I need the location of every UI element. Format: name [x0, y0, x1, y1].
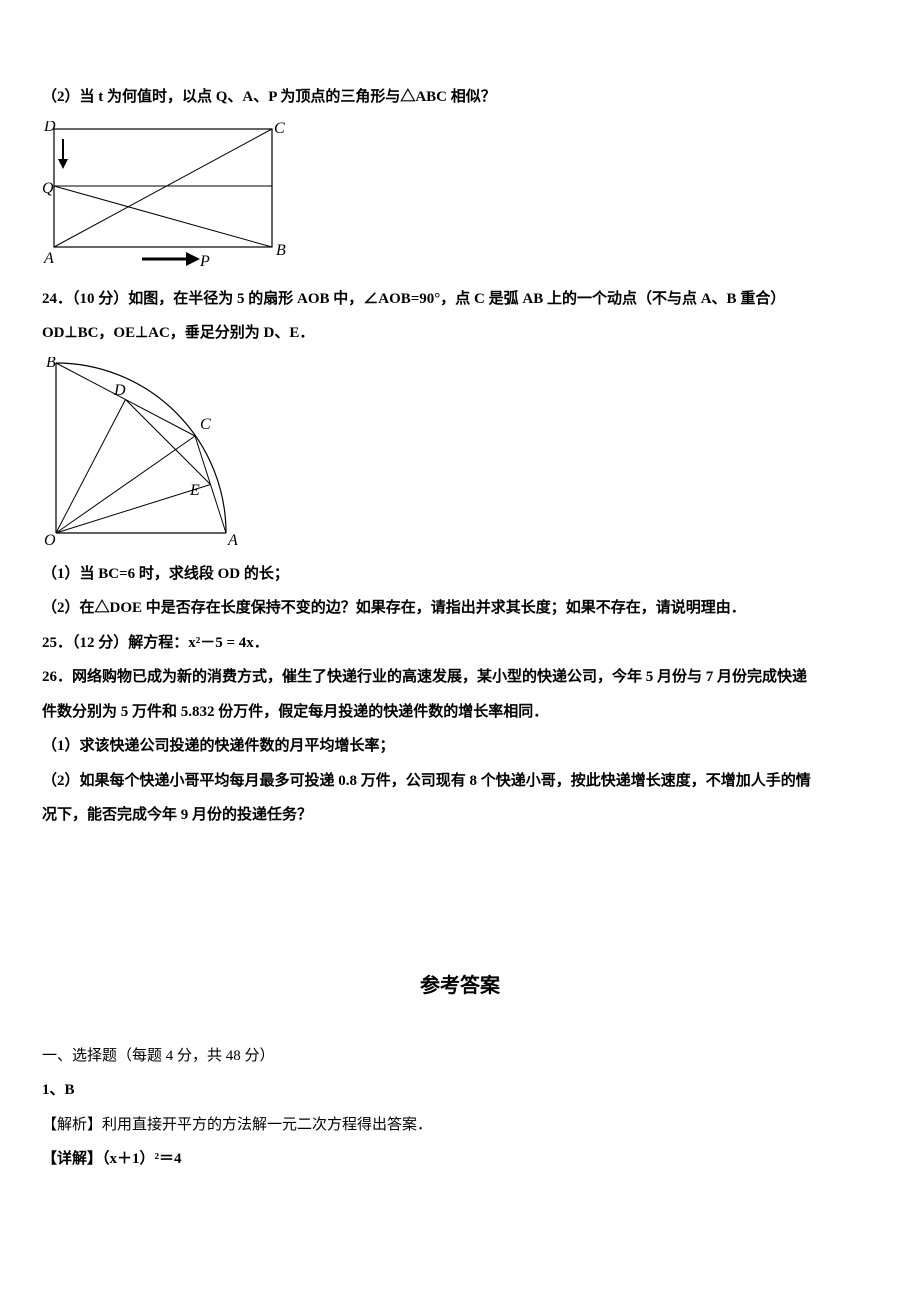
q24-part1: （1）当 BC=6 时，求线段 OD 的长； [42, 557, 878, 592]
answer-section-heading: 一、选择题（每题 4 分，共 48 分） [42, 1039, 878, 1074]
figure-q23: D C Q A B P [42, 121, 287, 272]
answer-1-number: 1、B [42, 1073, 878, 1108]
svg-text:O: O [44, 532, 56, 547]
q26-stem-a: 26．网络购物已成为新的消费方式，催生了快递行业的高速发展，某小型的快递公司，今… [42, 660, 878, 695]
figure-q24: B D C E O A [42, 357, 242, 547]
q23-part2: （2）当 t 为何值时，以点 Q、A、P 为顶点的三角形与△ABC 相似？ [42, 80, 878, 115]
svg-text:B: B [46, 357, 56, 371]
answer-1-xiangjie: 【详解】（x＋1）²＝4 [42, 1142, 878, 1177]
svg-text:D: D [113, 382, 126, 399]
q24-part2: （2）在△DOE 中是否存在长度保持不变的边？如果存在，请指出并求其长度；如果不… [42, 591, 878, 626]
q24-stem-a: 24．（10 分）如图，在半径为 5 的扇形 AOB 中，∠AOB=90°，点 … [42, 282, 878, 317]
svg-text:A: A [43, 250, 54, 267]
svg-text:P: P [199, 253, 210, 270]
svg-text:Q: Q [42, 180, 54, 197]
q26-part2-b: 况下，能否完成今年 9 月份的投递任务？ [42, 798, 878, 833]
svg-text:D: D [43, 121, 56, 135]
q26-stem-b: 件数分别为 5 万件和 5.832 份万件，假定每月投递的快递件数的增长率相同． [42, 695, 878, 730]
q24-stem-b: OD⊥BC，OE⊥AC，垂足分别为 D、E． [42, 316, 878, 351]
answer-1-jiexi: 【解析】利用直接开平方的方法解一元二次方程得出答案． [42, 1108, 878, 1143]
q26-part2-a: （2）如果每个快递小哥平均每月最多可投递 0.8 万件，公司现有 8 个快递小哥… [42, 764, 878, 799]
svg-text:E: E [189, 482, 200, 499]
svg-text:C: C [274, 121, 285, 137]
svg-text:B: B [276, 242, 286, 259]
answer-title: 参考答案 [42, 963, 878, 1009]
q26-part1: （1）求该快递公司投递的快递件数的月平均增长率； [42, 729, 878, 764]
svg-text:A: A [227, 532, 238, 547]
svg-text:C: C [200, 416, 211, 433]
q25: 25．（12 分）解方程：x²－5 = 4x． [42, 626, 878, 661]
